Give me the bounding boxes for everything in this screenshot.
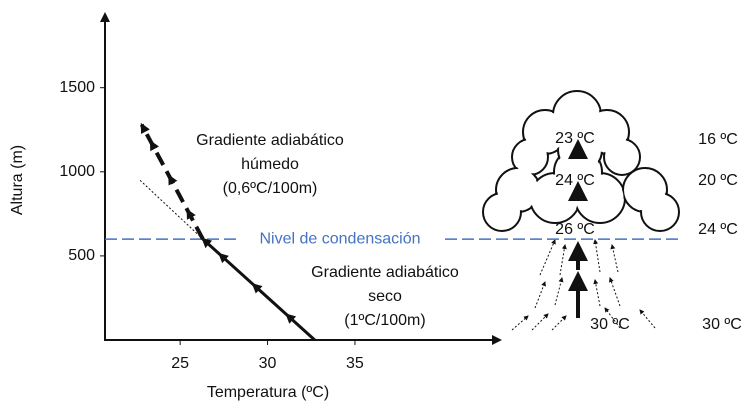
x-tick-label: 30 [259,355,277,372]
convergence-arrow [640,310,655,328]
annotation: (0,6ºC/100m) [223,180,318,197]
convergence-arrow [535,282,545,308]
annotation: Gradiente adiabático [196,132,344,149]
convergence-arrow [540,240,555,275]
convergence-arrow [512,316,528,330]
ambient-temp: 16 ºC [698,131,738,148]
convergence-arrow [595,280,600,306]
convergence-arrow [532,314,548,330]
x-tick-label: 25 [171,355,189,372]
y-tick-label: 1000 [59,163,95,180]
y-tick-label: 500 [68,247,95,264]
condensation-label: Nivel de condensación [260,230,421,247]
x-tick-label: 35 [346,355,364,372]
convergence-arrow [610,278,620,306]
y-axis-label: Altura (m) [9,145,26,215]
ambient-temp: 24 ºC [698,221,738,238]
annotation: Gradiente adiabático [311,264,459,281]
cloud-temp: 24 ºC [555,172,595,189]
annotation: húmedo [241,156,299,173]
cloud-temp: 23 ºC [555,130,595,147]
annotation: seco [368,288,402,305]
cloud-fill [485,195,520,230]
cloud-temp: 30 ºC [590,316,630,333]
chart: Temperatura (ºC) Altura (m) 25 30 35 500 100… [0,0,747,410]
y-tick-label: 1500 [59,79,95,96]
convergence-arrow [595,240,600,272]
ambient-temp: 20 ºC [698,172,738,189]
cloud [483,91,679,231]
convergence-arrow [552,316,566,330]
x-axis-label: Temperatura (ºC) [207,384,329,401]
line-series [140,180,203,239]
convergence-arrow [555,278,562,305]
cloud-fill [514,141,547,174]
annotation: (1ºC/100m) [344,312,425,329]
ambient-temp: 30 ºC [702,316,742,333]
cloud-fill [643,195,678,230]
cloud-fill [606,141,639,174]
convergence-arrow [560,245,565,275]
convergence-arrow [612,245,618,272]
cloud-temp: 26 ºC [555,221,595,238]
